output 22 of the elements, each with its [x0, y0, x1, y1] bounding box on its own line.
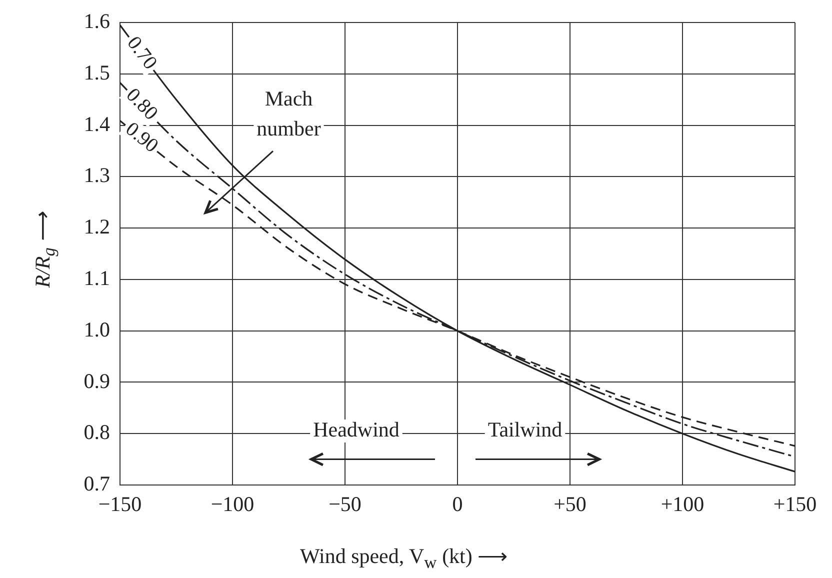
y-tick-label: 1.1: [84, 266, 110, 290]
y-tick-label: 0.8: [84, 420, 110, 444]
y-tick-label: 1.3: [84, 163, 110, 188]
x-tick-label: +150: [773, 492, 817, 516]
text: 0.90: [121, 118, 162, 158]
x-tick-label: 0: [452, 492, 463, 516]
text: 0.70: [122, 32, 162, 74]
x-tick-label: −100: [210, 492, 254, 516]
annotation: Tailwind: [488, 418, 563, 442]
y-tick-label: 1.5: [84, 60, 110, 84]
y-tick-label: 0.9: [84, 368, 110, 393]
x-tick-label: +100: [660, 492, 704, 516]
text: 0.80: [122, 84, 162, 124]
y-tick-label: 1.6: [84, 9, 110, 34]
x-axis-title: Wind speed, V$_{w}$ (kt) ⟶: [300, 544, 508, 574]
y-tick-label: 1.0: [84, 317, 110, 342]
annotation: Headwind: [313, 418, 400, 442]
y-tick-label: 1.2: [84, 214, 110, 239]
x-tick-label: +50: [554, 492, 586, 516]
x-tick-label: −50: [328, 492, 362, 516]
y-tick-label: 1.4: [84, 112, 110, 136]
annotation: Mach number: [256, 86, 321, 141]
